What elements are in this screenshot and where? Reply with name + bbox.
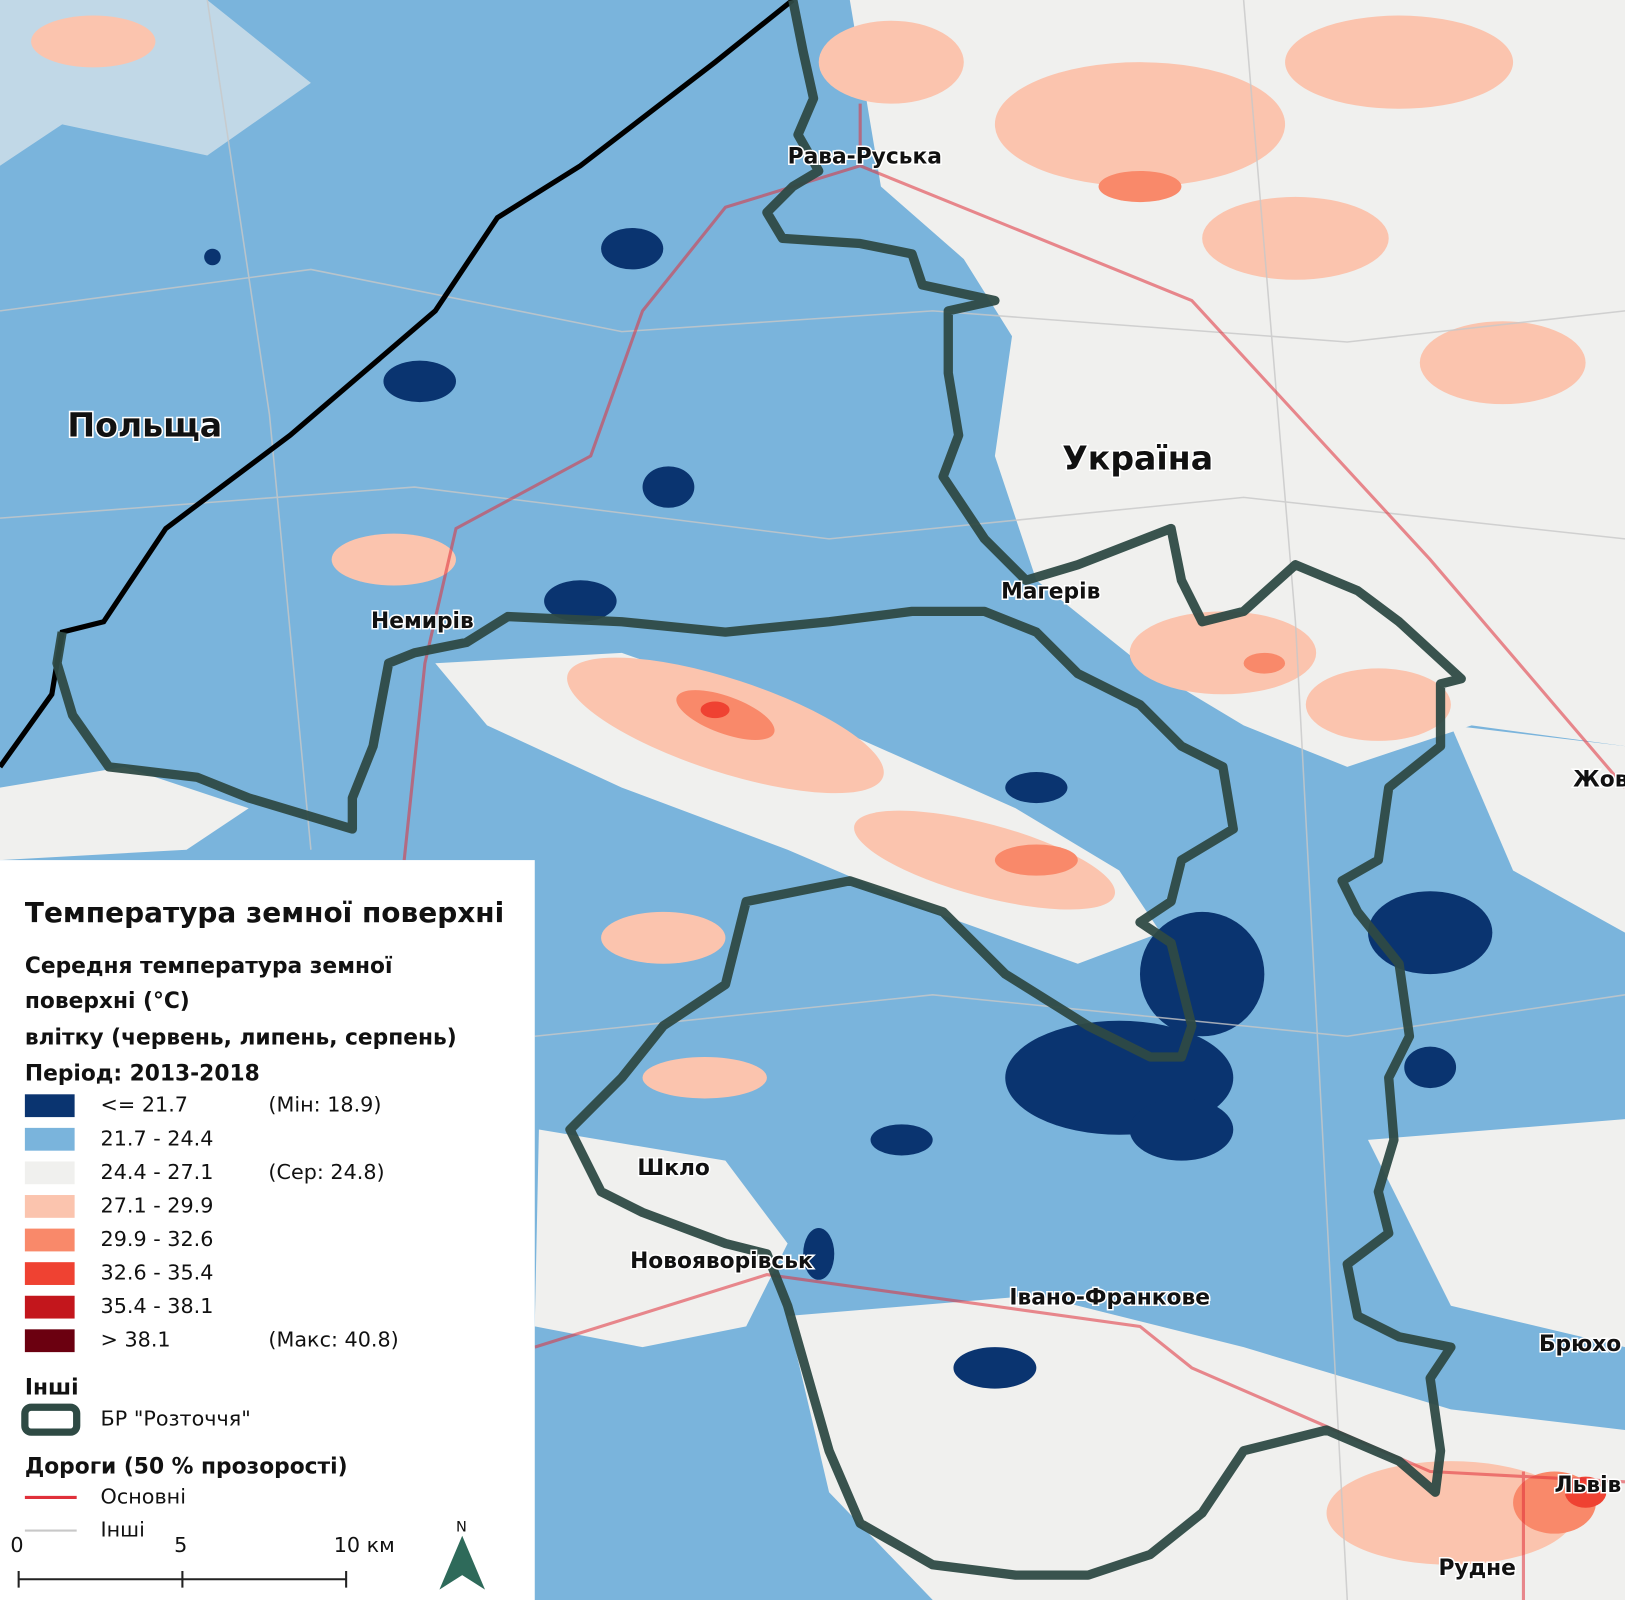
place-labels: Польща Україна Рава-Руська Немирів Магер… xyxy=(66,143,1625,1583)
legend-subtitle: влітку (червень, липень, серпень) xyxy=(25,1025,457,1050)
place-label: Шкло xyxy=(637,1156,710,1181)
place-label: Магерів xyxy=(1001,580,1100,605)
legend-label: 29.9 - 32.6 xyxy=(101,1227,214,1251)
legend-label: Основні xyxy=(101,1484,186,1508)
legend-label: 27.1 - 29.9 xyxy=(101,1193,214,1217)
legend-swatch xyxy=(24,1295,75,1319)
legend-swatch xyxy=(24,1094,75,1118)
legend-subtitle: поверхні (°C) xyxy=(25,989,190,1014)
legend-label: 32.6 - 35.4 xyxy=(101,1261,214,1285)
legend-label: БР "Розточчя" xyxy=(101,1407,251,1431)
legend-note: (Мін: 18.9) xyxy=(268,1093,381,1117)
legend-swatch xyxy=(24,1329,75,1353)
legend-label: Інші xyxy=(101,1518,145,1542)
scale-bar xyxy=(17,1570,348,1588)
country-label: Україна xyxy=(1062,439,1213,478)
legend-section: Дороги (50 % прозорості) xyxy=(25,1454,348,1479)
place-label: Брюхо xyxy=(1539,1332,1621,1357)
legend-box xyxy=(0,860,535,1600)
legend-label: 35.4 - 38.1 xyxy=(101,1294,214,1318)
country-label: Польща xyxy=(67,405,222,444)
legend-swatch xyxy=(24,1127,75,1151)
legend-note: (Сер: 24.8) xyxy=(268,1160,384,1184)
legend-swatch xyxy=(24,1161,75,1185)
legend-swatch xyxy=(24,1262,75,1285)
legend-section: Інші xyxy=(25,1376,79,1401)
legend-swatch xyxy=(24,1228,75,1252)
place-label: Рудне xyxy=(1438,1556,1515,1581)
place-label: Новояворівськ xyxy=(630,1249,813,1274)
place-label: Рава-Руська xyxy=(788,145,942,170)
legend-label: 21.7 - 24.4 xyxy=(101,1126,214,1150)
legend-label: 24.4 - 27.1 xyxy=(101,1160,214,1184)
legend-swatch xyxy=(24,1195,75,1218)
legend-note: (Макс: 40.8) xyxy=(268,1328,398,1352)
scale-label: 0 xyxy=(10,1533,23,1557)
reserve-swatch xyxy=(21,1403,81,1436)
legend-label: > 38.1 xyxy=(101,1328,171,1352)
legend-subtitle: Період: 2013-2018 xyxy=(25,1062,260,1087)
legend-title: Температура земної поверхні xyxy=(25,896,504,929)
scale-label: 10 км xyxy=(334,1533,395,1557)
north-label: N xyxy=(456,1519,467,1535)
scale-label: 5 xyxy=(174,1533,187,1557)
north-arrow xyxy=(439,1535,486,1590)
place-label: Львів xyxy=(1555,1473,1622,1498)
place-label: Жов xyxy=(1573,767,1625,792)
legend-subtitle: Середня температура земної xyxy=(25,954,393,979)
place-label: Немирів xyxy=(371,609,474,634)
legend: Температура земної поверхні Середня темп… xyxy=(0,860,535,1600)
place-label: Івано-Франкове xyxy=(1009,1285,1210,1310)
legend-label: <= 21.7 xyxy=(101,1093,188,1117)
